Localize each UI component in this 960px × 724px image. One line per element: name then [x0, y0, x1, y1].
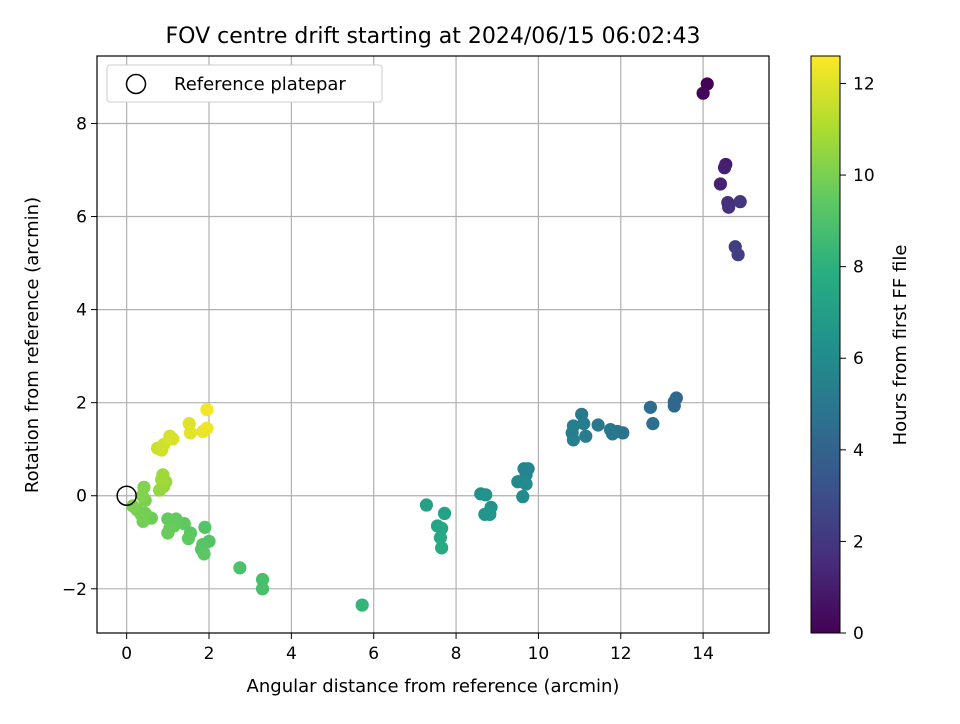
- legend-label-reference: Reference platepar: [174, 74, 346, 95]
- data-point: [646, 417, 660, 431]
- data-point: [126, 499, 140, 513]
- data-point: [183, 426, 198, 440]
- x-tick-label: 6: [368, 644, 379, 664]
- y-tick-label: 2: [76, 394, 87, 414]
- data-point: [233, 561, 247, 575]
- y-tick-label: 6: [76, 208, 87, 228]
- data-point: [433, 531, 448, 545]
- colorbar-tick-label: 2: [853, 532, 864, 552]
- x-tick-label: 10: [528, 644, 550, 664]
- data-point: [722, 200, 736, 214]
- data-point: [255, 572, 270, 587]
- data-point: [197, 547, 211, 561]
- data-point: [579, 429, 593, 443]
- chart-title: FOV centre drift starting at 2024/06/15 …: [166, 24, 701, 49]
- legend-box: [106, 64, 383, 103]
- data-point: [731, 248, 745, 262]
- data-point: [521, 462, 535, 476]
- data-point: [696, 86, 710, 100]
- colorbar-tick-label: 8: [853, 258, 864, 278]
- data-point: [577, 417, 591, 431]
- data-point: [591, 418, 605, 432]
- x-tick-label: 8: [451, 644, 462, 664]
- colorbar-gradient: [810, 55, 841, 634]
- data-point: [200, 403, 214, 417]
- data-point: [198, 520, 212, 534]
- colorbar-tick-label: 0: [853, 624, 864, 644]
- data-point: [643, 400, 658, 414]
- axes-frame: [96, 55, 770, 634]
- grid: [97, 56, 769, 633]
- data-point: [667, 399, 681, 413]
- axis-ticks: 0 2 4 6 8 10 12 14 −2 0 2 4 6 8: [62, 114, 714, 664]
- data-point: [717, 161, 732, 175]
- y-tick-label: 0: [76, 487, 87, 507]
- data-point: [181, 531, 196, 546]
- data-point: [255, 582, 270, 596]
- data-point: [519, 477, 533, 491]
- y-tick-label: −2: [62, 580, 87, 600]
- reference-platepar-marker: [116, 485, 137, 506]
- x-tick-label: 4: [286, 644, 297, 664]
- data-point: [605, 427, 620, 441]
- colorbar: 0 2 4 6 8 10 12 Hours from first FF file: [810, 55, 911, 644]
- x-axis-label: Angular distance from reference (arcmin): [247, 676, 620, 697]
- x-tick-label: 12: [610, 644, 632, 664]
- data-point: [713, 177, 728, 191]
- colorbar-tick-label: 6: [853, 349, 864, 369]
- data-point: [137, 480, 151, 494]
- data-point: [483, 507, 497, 521]
- data-point: [419, 498, 434, 512]
- colorbar-tick-label: 4: [853, 441, 864, 461]
- data-point: [166, 432, 180, 446]
- colorbar-tick-label: 10: [853, 166, 875, 186]
- data-point: [200, 421, 214, 435]
- data-point: [437, 506, 452, 521]
- data-point: [355, 598, 369, 612]
- legend: Reference platepar: [106, 64, 383, 103]
- y-tick-label: 4: [76, 301, 87, 321]
- data-point: [435, 541, 449, 555]
- colorbar-label: Hours from first FF file: [890, 245, 911, 446]
- x-tick-label: 2: [204, 644, 215, 664]
- data-point: [566, 433, 581, 447]
- data-point: [733, 195, 747, 209]
- colorbar-ticks: 0 2 4 6 8 10 12: [840, 74, 875, 644]
- legend-marker-reference: [125, 73, 147, 95]
- y-axis-label: Rotation from reference (arcmin): [22, 197, 43, 493]
- data-point: [156, 468, 170, 482]
- data-point: [161, 526, 175, 540]
- colorbar-tick-label: 12: [853, 74, 875, 94]
- x-tick-label: 0: [121, 644, 132, 664]
- data-point: [479, 488, 493, 502]
- y-tick-label: 8: [76, 114, 87, 134]
- data-point: [516, 490, 530, 504]
- x-tick-label: 14: [692, 644, 714, 664]
- scatter-points: [116, 77, 747, 612]
